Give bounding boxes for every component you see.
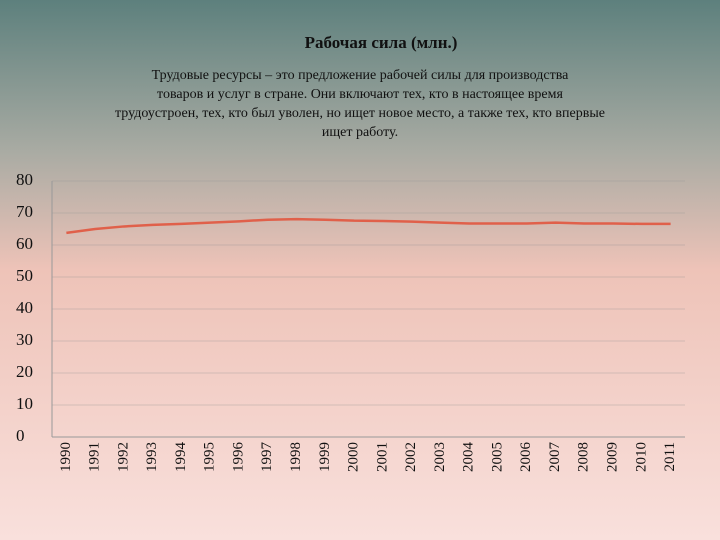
x-tick-label: 1991 bbox=[87, 442, 103, 472]
x-tick-label: 2009 bbox=[605, 442, 621, 472]
x-tick-label: 2001 bbox=[374, 442, 390, 472]
x-tick-label: 2005 bbox=[489, 442, 505, 472]
subtitle-line: Трудовые ресурсы – это предложение рабоч… bbox=[152, 68, 570, 83]
x-tick-label: 2008 bbox=[576, 442, 592, 472]
x-tick-label: 2004 bbox=[461, 442, 477, 473]
x-tick-label: 1996 bbox=[230, 442, 246, 473]
x-tick-label: 2007 bbox=[547, 442, 563, 473]
y-tick-label: 30 bbox=[16, 330, 33, 349]
y-tick-label: 50 bbox=[16, 266, 33, 285]
x-tick-label: 2010 bbox=[633, 442, 649, 472]
x-tick-label: 1998 bbox=[288, 442, 304, 472]
y-tick-label: 20 bbox=[16, 362, 33, 381]
x-tick-label: 1995 bbox=[202, 442, 218, 472]
y-tick-label: 40 bbox=[16, 298, 33, 317]
x-tick-label: 2011 bbox=[662, 442, 678, 471]
x-tick-label: 2002 bbox=[403, 442, 419, 472]
y-tick-label: 80 bbox=[16, 170, 33, 189]
x-tick-label: 1990 bbox=[58, 442, 74, 472]
subtitle-line: товаров и услуг в стране. Они включают т… bbox=[157, 87, 563, 102]
subtitle-line: трудоустроен, тех, кто был уволен, но ищ… bbox=[115, 106, 605, 121]
y-tick-label: 60 bbox=[16, 234, 33, 253]
y-tick-label: 70 bbox=[16, 202, 33, 221]
x-tick-label: 1993 bbox=[144, 442, 160, 472]
x-tick-label: 1994 bbox=[173, 442, 189, 473]
y-tick-label: 10 bbox=[16, 394, 33, 413]
x-tick-label: 1997 bbox=[259, 442, 275, 473]
y-tick-label: 0 bbox=[16, 426, 25, 445]
x-tick-label: 2000 bbox=[346, 442, 362, 472]
x-tick-label: 1992 bbox=[115, 442, 131, 472]
x-tick-label: 2006 bbox=[518, 442, 534, 473]
x-tick-label: 2003 bbox=[432, 442, 448, 472]
chart-title: Рабочая сила (млн.) bbox=[305, 33, 458, 52]
x-tick-label: 1999 bbox=[317, 442, 333, 472]
subtitle-line: ищет работу. bbox=[322, 125, 398, 140]
data-line bbox=[66, 217, 671, 235]
